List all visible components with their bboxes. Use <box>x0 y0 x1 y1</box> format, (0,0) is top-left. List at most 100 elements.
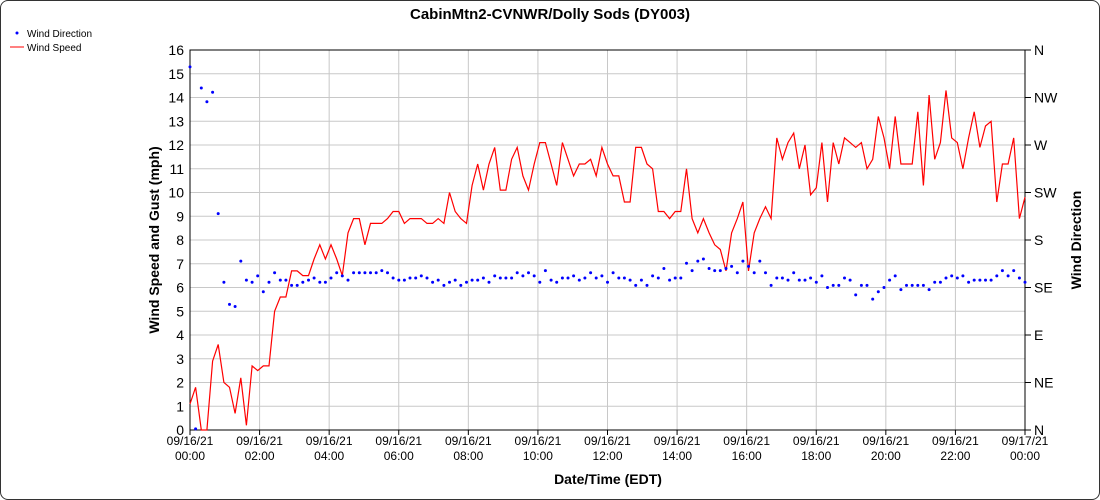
wind-direction-point <box>724 267 728 270</box>
x-tick-date: 09/16/21 <box>445 434 492 448</box>
y-tick-label: 1 <box>176 398 184 414</box>
wind-direction-point <box>465 280 468 284</box>
wind-direction-point <box>233 305 237 308</box>
y2-tick-label: SE <box>1034 280 1053 296</box>
y-tick-label: 0 <box>176 422 184 438</box>
x-tick-date: 09/16/21 <box>862 434 909 448</box>
wind-direction-point <box>984 278 987 282</box>
wind-direction-point <box>600 274 604 278</box>
wind-direction-point <box>905 283 908 287</box>
wind-direction-point <box>978 278 982 282</box>
wind-direction-point <box>747 264 750 268</box>
wind-direction-point <box>583 276 587 280</box>
wind-direction-point <box>820 274 824 278</box>
wind-direction-point <box>606 280 609 284</box>
y2-tick-label: W <box>1034 137 1048 153</box>
wind-direction-point <box>493 274 497 278</box>
wind-direction-point <box>459 283 463 287</box>
wind-direction-point <box>888 278 892 282</box>
wind-direction-point <box>284 278 288 282</box>
y2-tick-label: SW <box>1034 185 1057 201</box>
x-tick-date: 09/16/21 <box>375 434 422 448</box>
wind-direction-point <box>363 271 367 275</box>
plot-area-border <box>189 49 1026 431</box>
wind-direction-point <box>955 276 959 280</box>
y2-tick-label: NW <box>1034 90 1058 106</box>
wind-direction-point <box>882 286 886 289</box>
wind-direction-point <box>893 274 897 278</box>
wind-direction-point <box>301 280 305 284</box>
wind-direction-point <box>668 278 672 282</box>
wind-direction-point <box>340 274 344 278</box>
wind-direction-point <box>470 278 474 282</box>
wind-direction-point <box>938 280 942 284</box>
x-tick-time: 08:00 <box>453 449 483 463</box>
wind-direction-point <box>442 283 446 287</box>
wind-direction-point <box>797 278 801 282</box>
wind-direction-point <box>419 274 423 278</box>
wind-direction-point <box>696 259 700 263</box>
wind-direction-point <box>589 271 593 275</box>
y2-axis-title: Wind Direction <box>1068 191 1084 290</box>
wind-direction-point <box>859 283 863 287</box>
x-tick-time: 16:00 <box>732 449 762 463</box>
data-marks <box>188 65 1027 431</box>
wind-direction-point <box>701 257 705 261</box>
wind-direction-point <box>290 283 294 287</box>
wind-direction-point <box>211 90 215 94</box>
y-tick-label: 3 <box>176 351 184 367</box>
x-tick-time: 00:00 <box>1010 449 1040 463</box>
wind-direction-point <box>1023 280 1027 284</box>
wind-direction-point <box>1017 276 1021 280</box>
wind-direction-point <box>357 271 361 275</box>
wind-direction-point <box>1000 269 1004 273</box>
wind-direction-point <box>402 278 406 282</box>
wind-direction-point <box>617 276 621 280</box>
wind-direction-point <box>527 271 530 275</box>
x-tick-date: 09/16/21 <box>236 434 283 448</box>
x-tick-date: 09/16/21 <box>584 434 631 448</box>
chart-title: CabinMtn2-CVNWR/Dolly Sods (DY003) <box>410 6 690 23</box>
wind-direction-point <box>222 280 226 284</box>
wind-direction-point <box>329 276 333 280</box>
x-tick-date: 09/16/21 <box>306 434 353 448</box>
wind-direction-point <box>346 278 350 282</box>
wind-direction-point <box>854 293 858 297</box>
wind-direction-point <box>741 259 745 263</box>
wind-direction-point <box>690 269 694 273</box>
y-tick-label: 7 <box>176 256 184 272</box>
y-tick-label: 2 <box>176 375 184 391</box>
wind-direction-point <box>307 278 310 282</box>
wind-direction-point <box>826 286 829 289</box>
wind-direction-point <box>515 271 519 275</box>
wind-direction-point <box>769 283 773 287</box>
wind-direction-point <box>656 276 660 280</box>
x-tick-date: 09/16/21 <box>515 434 562 448</box>
wind-direction-point <box>397 278 401 282</box>
wind-direction-point <box>391 276 395 280</box>
wind-direction-point <box>425 276 429 280</box>
wind-direction-point <box>504 276 508 280</box>
wind-direction-point <box>386 271 389 275</box>
wind-direction-point <box>250 280 254 284</box>
wind-direction-point <box>775 276 779 280</box>
y-tick-label: 10 <box>168 185 184 201</box>
wind-direction-point <box>510 276 514 280</box>
wind-direction-point <box>843 276 846 280</box>
y2-tick-label: NE <box>1034 375 1053 391</box>
wind-direction-point <box>555 280 559 284</box>
wind-direction-point <box>651 274 655 278</box>
wind-direction-point <box>814 280 818 284</box>
wind-direction-point <box>927 288 931 292</box>
y-tick-label: 13 <box>168 113 184 129</box>
wind-direction-point <box>933 280 937 284</box>
wind-direction-point <box>899 288 903 292</box>
legend-speed-label: Wind Speed <box>27 43 81 54</box>
x-axis-title: Date/Time (EDT) <box>554 471 662 487</box>
x-tick-time: 20:00 <box>871 449 901 463</box>
x-tick-date: 09/16/21 <box>167 434 214 448</box>
wind-direction-point <box>256 274 260 278</box>
wind-direction-point <box>950 274 954 278</box>
wind-direction-point <box>374 271 378 275</box>
wind-direction-point <box>1006 274 1010 278</box>
